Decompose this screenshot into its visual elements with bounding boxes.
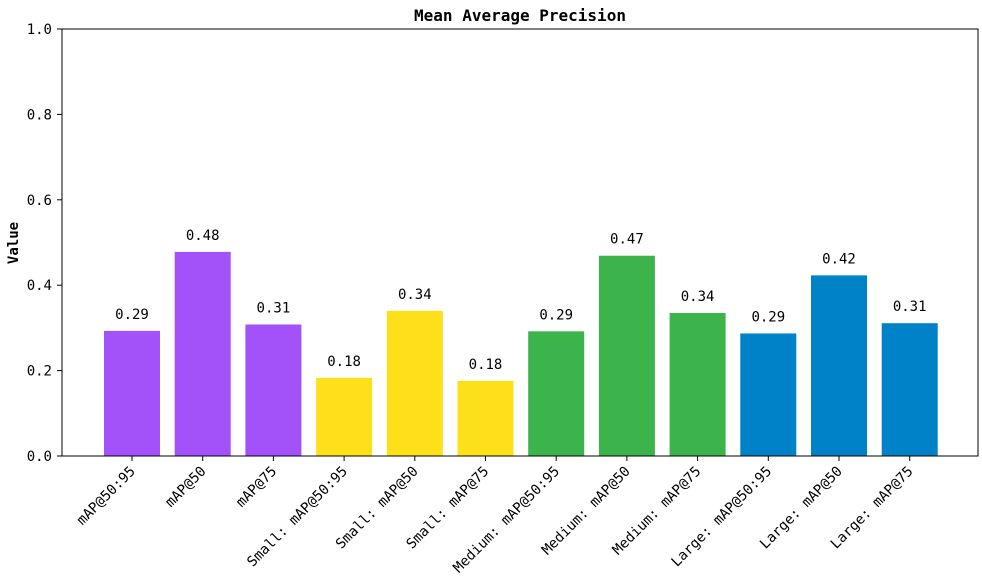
bar — [316, 377, 373, 456]
plot-area: 0.29 0.48 0.31 0.18 0.34 0.18 0.29 0.47 0.34 0.29… — [27, 22, 979, 576]
y-tick-label: 0.6 — [27, 193, 52, 209]
data-label: 0.18 — [327, 354, 361, 370]
bar — [598, 255, 655, 456]
data-label: 0.29 — [751, 309, 785, 325]
bar — [528, 331, 585, 456]
y-tick-label: 0.4 — [27, 278, 52, 294]
axes-frame — [61, 28, 979, 457]
data-label: 0.29 — [115, 307, 149, 323]
data-label: 0.29 — [539, 307, 573, 323]
x-tick-label: mAP@50 — [162, 464, 209, 511]
bar — [669, 312, 726, 456]
data-label: 0.31 — [893, 299, 927, 315]
y-tick-label: 0.0 — [27, 449, 52, 465]
bar — [174, 251, 231, 456]
data-label: 0.47 — [610, 232, 644, 248]
y-tick-label: 1.0 — [27, 22, 52, 38]
bar — [386, 310, 443, 456]
bar — [811, 275, 867, 456]
x-tick-label: mAP@50:95 — [74, 464, 139, 529]
bar — [104, 330, 160, 456]
data-label: 0.34 — [681, 289, 715, 305]
bar — [457, 380, 514, 456]
bar — [881, 323, 938, 456]
y-tick-label: 0.8 — [27, 107, 52, 123]
bar — [245, 324, 302, 456]
chart-title: Mean Average Precision — [414, 6, 626, 25]
bar — [740, 333, 797, 456]
y-axis-label: Value — [6, 222, 22, 264]
data-label: 0.31 — [257, 300, 291, 316]
data-label: 0.48 — [186, 228, 220, 244]
data-label: 0.34 — [398, 287, 432, 303]
y-tick-label: 0.2 — [27, 364, 52, 380]
data-label: 0.18 — [469, 357, 503, 373]
x-tick-label: mAP@75 — [233, 464, 280, 511]
data-label: 0.42 — [822, 251, 856, 267]
